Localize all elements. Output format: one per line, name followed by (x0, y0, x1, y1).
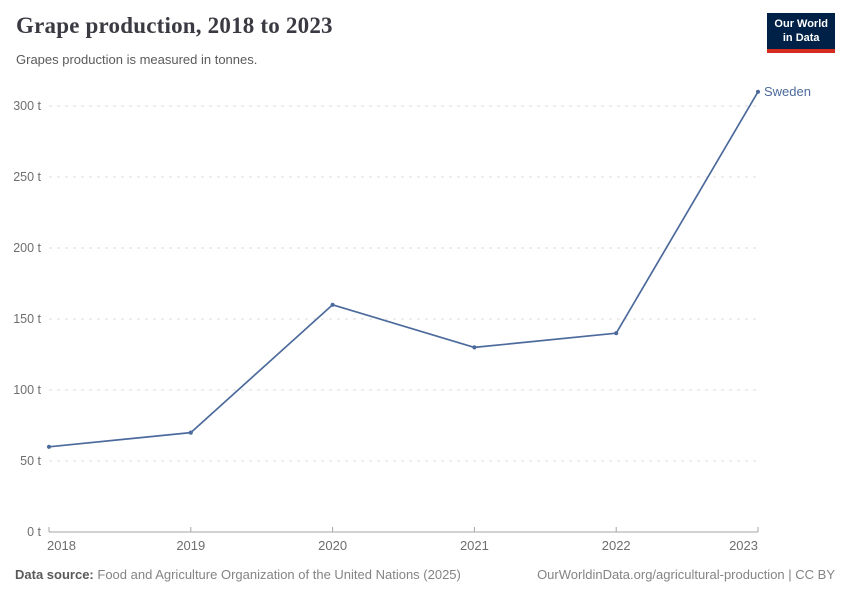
y-axis-tick-label: 100 t (13, 383, 41, 397)
y-axis-tick-label: 200 t (13, 241, 41, 255)
data-point[interactable] (188, 430, 193, 435)
data-point[interactable] (755, 89, 761, 94)
logo-line2: in Data (782, 32, 820, 45)
y-axis-tick-label: 50 t (20, 454, 41, 468)
data-point[interactable] (330, 302, 335, 307)
data-source-label: Data source: (15, 567, 94, 582)
data-source: Data source: Food and Agriculture Organi… (15, 567, 461, 582)
x-axis-tick-label: 2023 (729, 538, 758, 553)
chart-subtitle: Grapes production is measured in tonnes. (16, 52, 258, 67)
series-label-sweden[interactable]: Sweden (764, 84, 811, 99)
attribution-link[interactable]: OurWorldinData.org/agricultural-producti… (537, 567, 835, 582)
owid-logo[interactable]: Our World in Data (767, 13, 835, 53)
y-axis-tick-label: 150 t (13, 312, 41, 326)
x-axis-tick-label: 2022 (602, 538, 631, 553)
x-axis-tick-label: 2018 (47, 538, 76, 553)
y-axis-tick-label: 250 t (13, 170, 41, 184)
x-axis-tick-label: 2021 (460, 538, 489, 553)
data-point[interactable] (614, 331, 619, 336)
logo-line1: Our World (774, 18, 828, 30)
x-axis-tick-label: 2020 (318, 538, 347, 553)
x-axis-tick-label: 2019 (176, 538, 205, 553)
data-point[interactable] (472, 345, 477, 350)
data-source-text: Food and Agriculture Organization of the… (97, 567, 461, 582)
series-line-sweden[interactable] (48, 91, 759, 448)
chart-footer: Data source: Food and Agriculture Organi… (0, 567, 850, 582)
y-axis-tick-label: 0 t (27, 525, 41, 539)
y-axis-tick-label: 300 t (13, 99, 41, 113)
data-point[interactable] (46, 444, 52, 449)
chart-title: Grape production, 2018 to 2023 (16, 13, 333, 38)
